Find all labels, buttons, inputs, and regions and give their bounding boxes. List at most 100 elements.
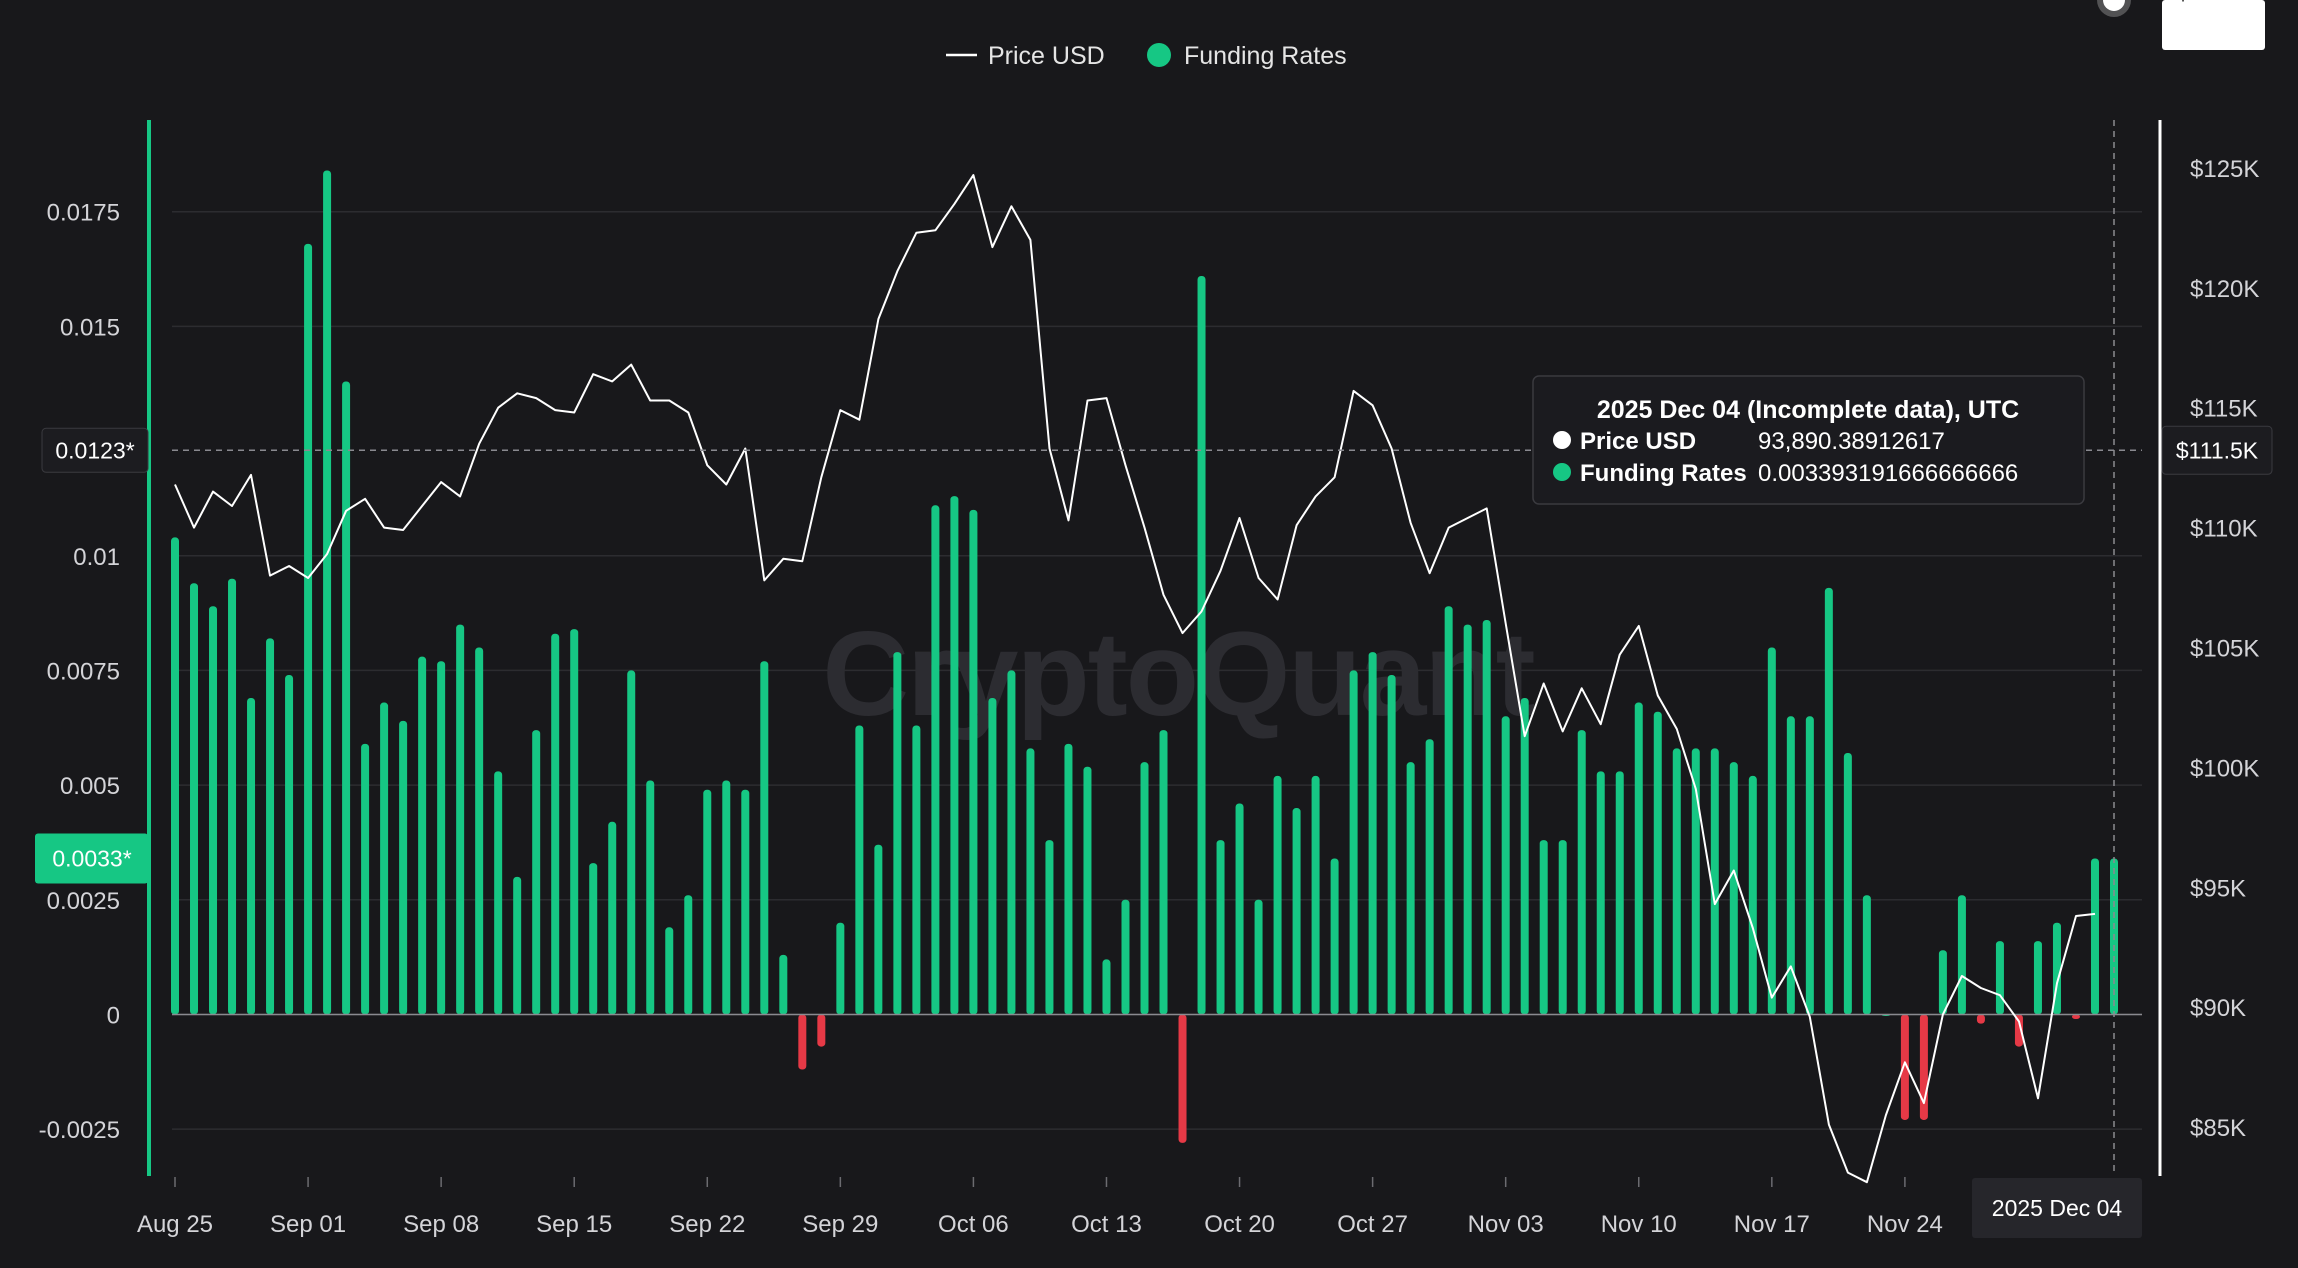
funding-rate-bar bbox=[1900, 1014, 1909, 1120]
funding-rate-bar bbox=[1159, 730, 1168, 1015]
funding-rate-bar bbox=[437, 661, 446, 1015]
funding-rate-bar bbox=[1767, 647, 1776, 1015]
x-tick-label: Nov 24 bbox=[1867, 1211, 1943, 1238]
funding-rate-bar bbox=[532, 730, 541, 1015]
current-funding-badge bbox=[35, 833, 148, 884]
funding-rate-bar bbox=[209, 606, 218, 1015]
funding-rate-bar bbox=[551, 633, 560, 1015]
y-left-tick-label: 0.01 bbox=[73, 544, 120, 571]
funding-rate-bar bbox=[1558, 840, 1567, 1015]
y-right-tick-label: $125K bbox=[2190, 156, 2259, 183]
tooltip-series-label: Funding Rates bbox=[1580, 460, 1747, 487]
funding-rate-bar bbox=[779, 954, 788, 1015]
funding-rate-bar bbox=[1729, 762, 1738, 1015]
funding-rate-bar bbox=[1387, 675, 1396, 1015]
y-left-tick-label: -0.0025 bbox=[39, 1117, 120, 1144]
funding-rate-bar bbox=[608, 821, 617, 1015]
funding-rate-bar bbox=[1254, 899, 1263, 1015]
funding-rate-bars bbox=[171, 170, 2118, 1143]
funding-rate-bar bbox=[1482, 619, 1491, 1015]
crosshair-left-badge bbox=[41, 427, 149, 473]
funding-rate-bar bbox=[1045, 840, 1054, 1015]
funding-rate-bar bbox=[1178, 1014, 1187, 1143]
funding-rate-bar bbox=[817, 1014, 826, 1047]
funding-rate-bar bbox=[475, 647, 484, 1015]
funding-rate-bar bbox=[741, 789, 750, 1015]
tooltip-title-date: 2025 Dec 04 bbox=[1597, 396, 1740, 424]
funding-rate-bar bbox=[1140, 762, 1149, 1015]
tooltip: 2025 Dec 04 (Incomplete data), UTC Price … bbox=[1532, 375, 2085, 505]
y-left-tick-label: 0.0025 bbox=[47, 888, 120, 915]
funding-rate-bar bbox=[1634, 702, 1643, 1015]
funding-rate-bar bbox=[304, 243, 313, 1015]
funding-rate-bar bbox=[2033, 941, 2042, 1015]
legend[interactable]: Price USD Funding Rates bbox=[946, 42, 1347, 70]
legend-funding-dot-icon[interactable] bbox=[1147, 43, 1171, 67]
price-line-layer bbox=[174, 174, 2096, 1184]
x-tick-label: Nov 03 bbox=[1468, 1211, 1544, 1238]
funding-rate-bar bbox=[1444, 606, 1453, 1015]
funding-rate-bar bbox=[1653, 711, 1662, 1015]
y-left-tick-label: 0.015 bbox=[60, 314, 120, 341]
price-usd-line bbox=[174, 174, 2096, 1184]
funding-rate-bar bbox=[266, 638, 275, 1015]
current-funding-value: 0.0033* bbox=[52, 846, 131, 872]
funding-rate-bar bbox=[1710, 748, 1719, 1015]
funding-rate-bar bbox=[1824, 587, 1833, 1015]
funding-rate-bar bbox=[1102, 959, 1111, 1015]
funding-rate-bar bbox=[1273, 775, 1282, 1015]
funding-rate-bar bbox=[874, 844, 883, 1015]
tooltip-title-suffix: (Incomplete data), UTC bbox=[1740, 396, 2019, 424]
y-left-tick-label: 0.005 bbox=[60, 773, 120, 800]
funding-rate-bar bbox=[684, 895, 693, 1015]
funding-rate-bar bbox=[1064, 743, 1073, 1015]
funding-rate-bar bbox=[1463, 624, 1472, 1015]
tooltip-series-value: 0.003393191666666666 bbox=[1758, 460, 2018, 487]
funding-rate-bar bbox=[171, 537, 179, 1015]
y-left-tick-label: 0 bbox=[107, 1002, 120, 1029]
funding-rate-bar bbox=[1957, 895, 1966, 1015]
funding-rate-bar bbox=[1235, 803, 1244, 1015]
funding-rate-bar bbox=[760, 661, 769, 1015]
y-left-tick-label: 0.0175 bbox=[47, 200, 120, 227]
funding-rate-bar bbox=[627, 670, 636, 1015]
x-tick-label: Sep 22 bbox=[669, 1211, 745, 1238]
x-tick-label: Oct 13 bbox=[1071, 1211, 1142, 1238]
legend-funding-label[interactable]: Funding Rates bbox=[1184, 42, 1347, 70]
axes: -0.0025 0 0.0025 0.005 0.0075 0.01 0.015 0.0175… bbox=[39, 120, 2259, 1238]
funding-rate-bar bbox=[190, 583, 199, 1015]
funding-rate-bar bbox=[342, 381, 351, 1015]
funding-rate-bar bbox=[1197, 275, 1206, 1015]
funding-rate-bar bbox=[456, 624, 465, 1015]
funding-rate-bar bbox=[1919, 1014, 1928, 1120]
funding-rate-bar bbox=[722, 780, 731, 1015]
funding-rate-bar bbox=[665, 927, 674, 1015]
funding-rate-bar bbox=[418, 656, 427, 1015]
y-left-tick-label: 0.0075 bbox=[47, 658, 120, 685]
crosshair: 0.0123* $111.5K 0.0033* $93.8K 2025 Dec 04 bbox=[35, 0, 2273, 1238]
funding-rate-bar bbox=[1691, 748, 1700, 1015]
x-tick-label: Oct 27 bbox=[1337, 1211, 1408, 1238]
funding-rate-bar bbox=[1007, 670, 1016, 1015]
funding-rate-bar bbox=[988, 697, 997, 1015]
funding-rate-bar bbox=[1995, 941, 2004, 1015]
x-tick-label: Sep 29 bbox=[802, 1211, 878, 1238]
funding-rate-bar bbox=[798, 1014, 807, 1070]
y-right-tick-label: $90K bbox=[2190, 995, 2246, 1022]
funding-rate-bar bbox=[1843, 753, 1852, 1015]
funding-rate-bar bbox=[1748, 775, 1757, 1015]
funding-rate-bar bbox=[1083, 766, 1092, 1015]
funding-rate-bar bbox=[1330, 858, 1339, 1015]
crosshair-date-badge bbox=[1972, 1178, 2142, 1238]
funding-rate-bar bbox=[1216, 840, 1225, 1015]
funding-rate-bar bbox=[1292, 808, 1301, 1015]
crosshair-right-value: $111.5K bbox=[2176, 437, 2259, 463]
crosshair-right-badge bbox=[2161, 425, 2273, 475]
funding-rate-bar bbox=[1349, 670, 1358, 1015]
funding-rate-bar bbox=[494, 771, 503, 1015]
tooltip-series-dot bbox=[1553, 431, 1571, 449]
funding-rate-bar bbox=[380, 702, 389, 1015]
funding-rate-bar bbox=[2014, 1014, 2023, 1047]
funding-rate-bar bbox=[361, 743, 370, 1015]
legend-price-label[interactable]: Price USD bbox=[988, 42, 1105, 70]
